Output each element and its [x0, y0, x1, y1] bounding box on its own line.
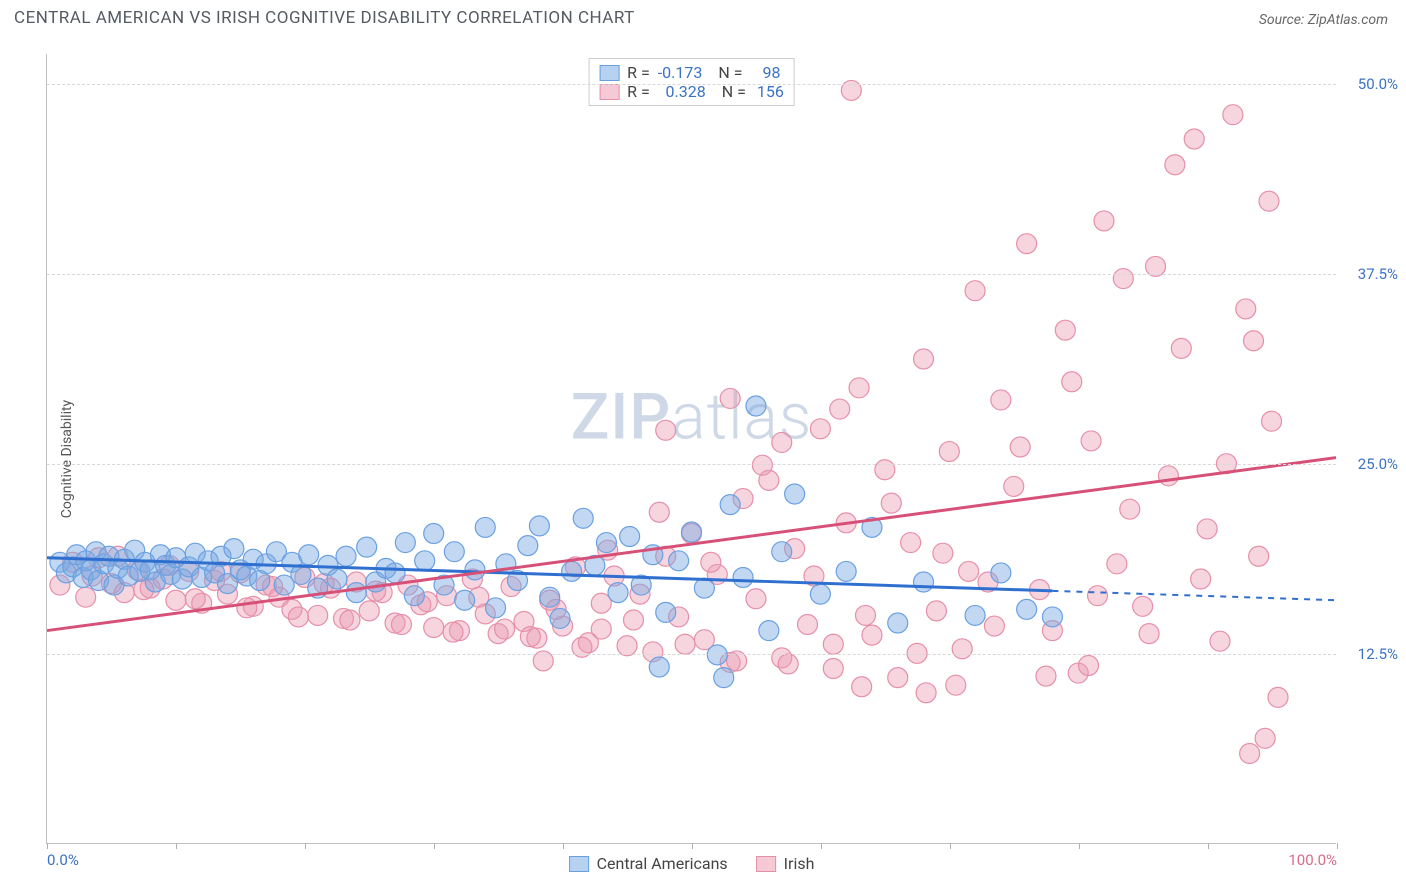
- x-tick: [1337, 843, 1338, 849]
- chart-container: Cognitive Disability ZIPatlas R = -0.173…: [0, 32, 1406, 886]
- x-tick: [434, 843, 435, 849]
- x-tick: [176, 843, 177, 849]
- plot-area: ZIPatlas R = -0.173 N = 98 R = 0.328 N =…: [46, 54, 1336, 844]
- chart-title: CENTRAL AMERICAN VS IRISH COGNITIVE DISA…: [14, 8, 635, 28]
- bottom-legend-item-a: Central Americans: [569, 854, 728, 873]
- grid-line: [47, 84, 1336, 85]
- x-tick: [1079, 843, 1080, 849]
- header-bar: CENTRAL AMERICAN VS IRISH COGNITIVE DISA…: [0, 0, 1406, 32]
- legend-row-a: R = -0.173 N = 98: [599, 63, 784, 82]
- x-tick: [305, 843, 306, 849]
- y-tick-label: 12.5%: [1342, 645, 1398, 663]
- watermark: ZIPatlas: [571, 379, 813, 454]
- source-label: Source: ZipAtlas.com: [1259, 12, 1388, 28]
- x-tick: [950, 843, 951, 849]
- series-a-name: Central Americans: [597, 854, 728, 873]
- watermark-thin: atlas: [671, 379, 812, 454]
- grid-line: [47, 654, 1336, 655]
- legend-r-label: R =: [627, 63, 650, 82]
- watermark-bold: ZIP: [571, 379, 672, 454]
- series-b-name: Irish: [784, 854, 815, 873]
- x-tick-label: 0.0%: [47, 851, 79, 869]
- legend-n-value-a: 98: [751, 63, 781, 82]
- legend-swatch-a: [569, 856, 589, 872]
- legend-swatch-b: [599, 84, 619, 100]
- legend-swatch-b: [756, 856, 776, 872]
- x-tick: [47, 843, 48, 849]
- x-tick-label: 100.0%: [1288, 851, 1337, 869]
- bottom-legend: Central Americans Irish: [569, 854, 815, 873]
- legend-n-label: N =: [718, 63, 742, 82]
- y-tick-label: 37.5%: [1342, 265, 1398, 283]
- grid-line: [47, 274, 1336, 275]
- x-tick: [1208, 843, 1209, 849]
- bottom-legend-item-b: Irish: [756, 854, 815, 873]
- y-tick-label: 25.0%: [1342, 455, 1398, 473]
- grid-line: [47, 464, 1336, 465]
- legend-top: R = -0.173 N = 98 R = 0.328 N = 156: [588, 58, 795, 106]
- legend-swatch-a: [599, 65, 619, 81]
- legend-r-value-a: -0.173: [658, 63, 703, 82]
- x-tick: [563, 843, 564, 849]
- x-tick: [821, 843, 822, 849]
- svg-layer: [47, 54, 1336, 843]
- y-tick-label: 50.0%: [1342, 75, 1398, 93]
- x-tick: [692, 843, 693, 849]
